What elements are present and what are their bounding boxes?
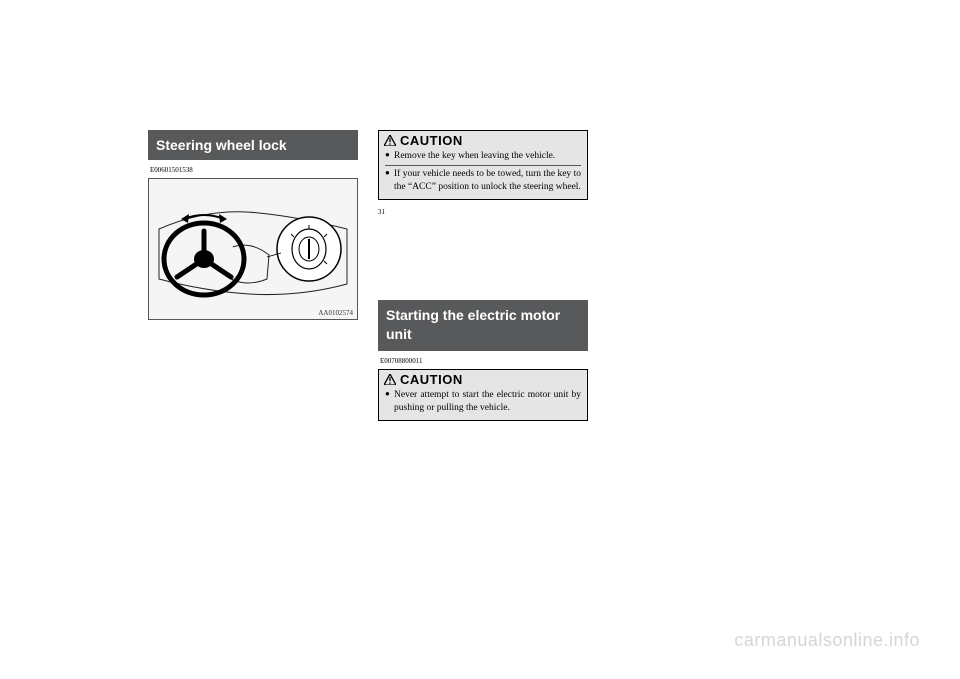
caution-body: Never attempt to start the electric moto… <box>379 387 587 421</box>
column-left: Steering wheel lock E00601501538 <box>148 130 358 429</box>
section-code: E00601501538 <box>150 166 358 174</box>
heading-steering-lock: Steering wheel lock <box>148 130 358 160</box>
warning-triangle-icon <box>384 374 396 385</box>
caution-item: Remove the key when leaving the vehicle. <box>385 150 581 163</box>
caution-item: If your vehicle needs to be towed, turn … <box>385 168 581 194</box>
caution-title: CAUTION <box>400 372 463 387</box>
section-code: E00708800011 <box>380 357 588 365</box>
column-right: CAUTION Remove the key when leaving the … <box>378 130 588 429</box>
caution-box-leaving-vehicle: CAUTION Remove the key when leaving the … <box>378 130 588 200</box>
caution-title: CAUTION <box>400 133 463 148</box>
caution-box-start-motor: CAUTION Never attempt to start the elect… <box>378 369 588 422</box>
figure-steering-lock: AA0102574 <box>148 178 358 320</box>
caution-header: CAUTION <box>379 131 587 148</box>
heading-starting-motor: Starting the electric motor unit <box>378 300 588 350</box>
figure-id: AA0102574 <box>318 309 353 317</box>
columns: Steering wheel lock E00601501538 <box>148 130 768 429</box>
manual-page: Steering wheel lock E00601501538 <box>148 130 768 429</box>
caution-header: CAUTION <box>379 370 587 387</box>
caution-item: Never attempt to start the electric moto… <box>385 389 581 415</box>
warning-triangle-icon <box>384 135 396 146</box>
caution-body: Remove the key when leaving the vehicle.… <box>379 148 587 199</box>
watermark: carmanualsonline.info <box>734 630 920 651</box>
small-code: 31 <box>378 208 588 216</box>
caution-divider <box>385 165 581 166</box>
